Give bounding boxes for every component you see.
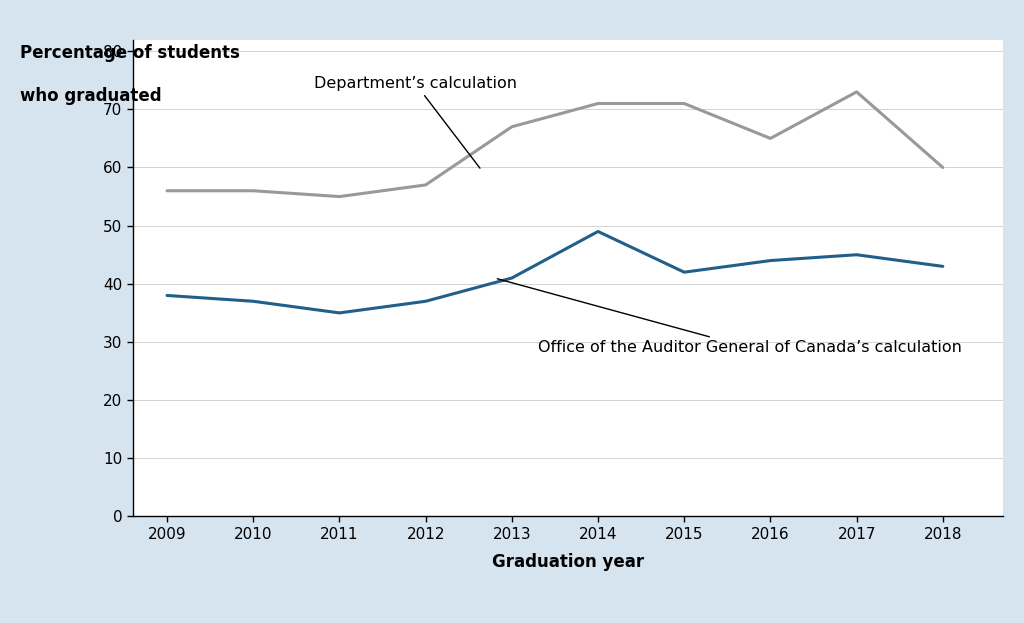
X-axis label: Graduation year: Graduation year xyxy=(492,553,644,571)
Text: who graduated: who graduated xyxy=(20,87,162,105)
Text: Office of the Auditor General of Canada’s calculation: Office of the Auditor General of Canada’… xyxy=(498,278,962,355)
Text: Department’s calculation: Department’s calculation xyxy=(313,75,516,168)
Text: Percentage of students: Percentage of students xyxy=(20,44,241,62)
